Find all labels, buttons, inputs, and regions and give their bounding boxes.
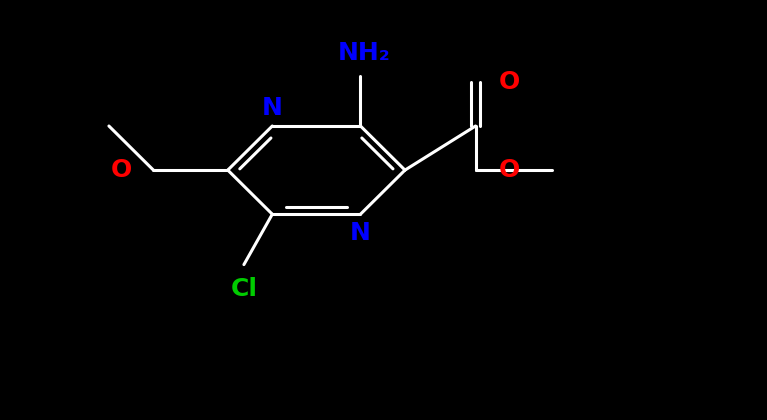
Text: Cl: Cl bbox=[230, 277, 258, 301]
Text: O: O bbox=[110, 158, 132, 182]
Text: NH₂: NH₂ bbox=[338, 41, 390, 65]
Text: O: O bbox=[499, 158, 520, 182]
Text: N: N bbox=[262, 96, 283, 120]
Text: O: O bbox=[499, 70, 520, 94]
Text: N: N bbox=[350, 220, 371, 244]
